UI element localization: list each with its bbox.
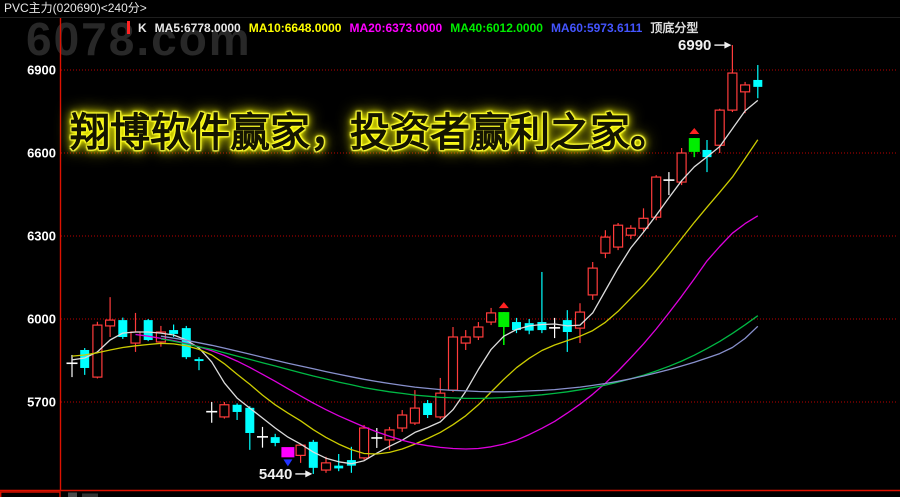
indicator-label-3: MA20:6373.0000 [349, 20, 443, 35]
candle-down [270, 437, 280, 443]
candle-up [409, 407, 420, 424]
candle-down [194, 359, 204, 362]
bottom-fractal-candle [281, 447, 295, 458]
candle-up [473, 326, 484, 338]
candle-up [397, 414, 408, 429]
price-annotation: 5440 [259, 466, 292, 483]
ma-line-MA20 [135, 215, 759, 450]
lower-pane-axis-box [0, 491, 61, 497]
indicator-label-2: MA10:6648.0000 [248, 20, 342, 35]
indicator-label-4: MA40:6012.0000 [450, 20, 543, 35]
candle-down [524, 323, 534, 331]
candle-down [423, 403, 433, 416]
candle-down [537, 322, 547, 331]
top-fractal-candle [498, 312, 510, 328]
candle-up [638, 217, 649, 229]
bottom-fractal-caret-icon [283, 459, 293, 467]
indicator-header: K MA5:6778.0000 MA10:6648.0000 MA20:6373.00… [127, 20, 698, 35]
candle-up [727, 72, 738, 111]
candle-up [676, 152, 687, 183]
indicator-label-1: MA5:6778.0000 [154, 20, 241, 35]
y-axis-label: 6000 [27, 312, 56, 327]
window-title: PVC主力(020690)<240分> [0, 0, 900, 18]
y-axis-label: 5700 [27, 395, 56, 410]
candle-down [346, 460, 356, 466]
candle-down [245, 407, 255, 433]
candle-down [334, 465, 344, 469]
candle-up [130, 331, 141, 344]
candle-up [612, 224, 624, 248]
top-fractal-caret-icon [689, 128, 700, 135]
indicator-label-6: 顶底分型 [650, 21, 699, 35]
indicator-label-0: K [138, 20, 147, 35]
candle-up [435, 392, 446, 418]
candle-down [308, 441, 318, 468]
candle-down [169, 330, 179, 334]
lower-pane-clipped-label [68, 492, 77, 497]
promo-overlay-text: 翔博软件赢家，投资者赢利之家。 [70, 109, 670, 156]
candle-up [739, 84, 751, 93]
candle-up [320, 462, 332, 471]
candle-up [447, 336, 459, 391]
candle-down [232, 404, 242, 412]
watermark: 6078.com [26, 13, 252, 65]
candle-up [359, 427, 370, 459]
candle-down [80, 349, 90, 368]
candle-up [295, 444, 306, 456]
annotation-arrowhead-icon [724, 41, 732, 49]
candle-up [651, 176, 662, 218]
candle-down [702, 149, 712, 158]
candle-up [486, 312, 497, 323]
candle-down [143, 320, 153, 341]
ma-line-MA40 [160, 315, 759, 400]
candle-up [600, 236, 611, 254]
indicator-label-5: MA60:5973.6111 [550, 20, 643, 35]
price-annotation: 6990 [678, 37, 711, 54]
y-axis-label: 6900 [27, 63, 56, 78]
candle-up [219, 404, 230, 418]
candle-up [625, 227, 636, 236]
y-axis-label: 6600 [27, 146, 56, 161]
candle-up [714, 109, 725, 146]
kline-tick-icon [127, 21, 130, 34]
annotation-arrowhead-icon [305, 470, 313, 478]
y-axis-label: 6300 [27, 229, 56, 244]
candle-down [512, 322, 521, 331]
candle-up [104, 319, 116, 327]
ma-line-MA60 [160, 325, 759, 393]
lower-pane-clipped-label [82, 493, 98, 497]
candle-up [587, 267, 598, 296]
candle-up [460, 336, 471, 344]
candle-down [753, 79, 763, 87]
top-fractal-caret-icon [498, 302, 509, 309]
top-fractal-candle [688, 138, 700, 152]
candle-down [118, 320, 128, 337]
